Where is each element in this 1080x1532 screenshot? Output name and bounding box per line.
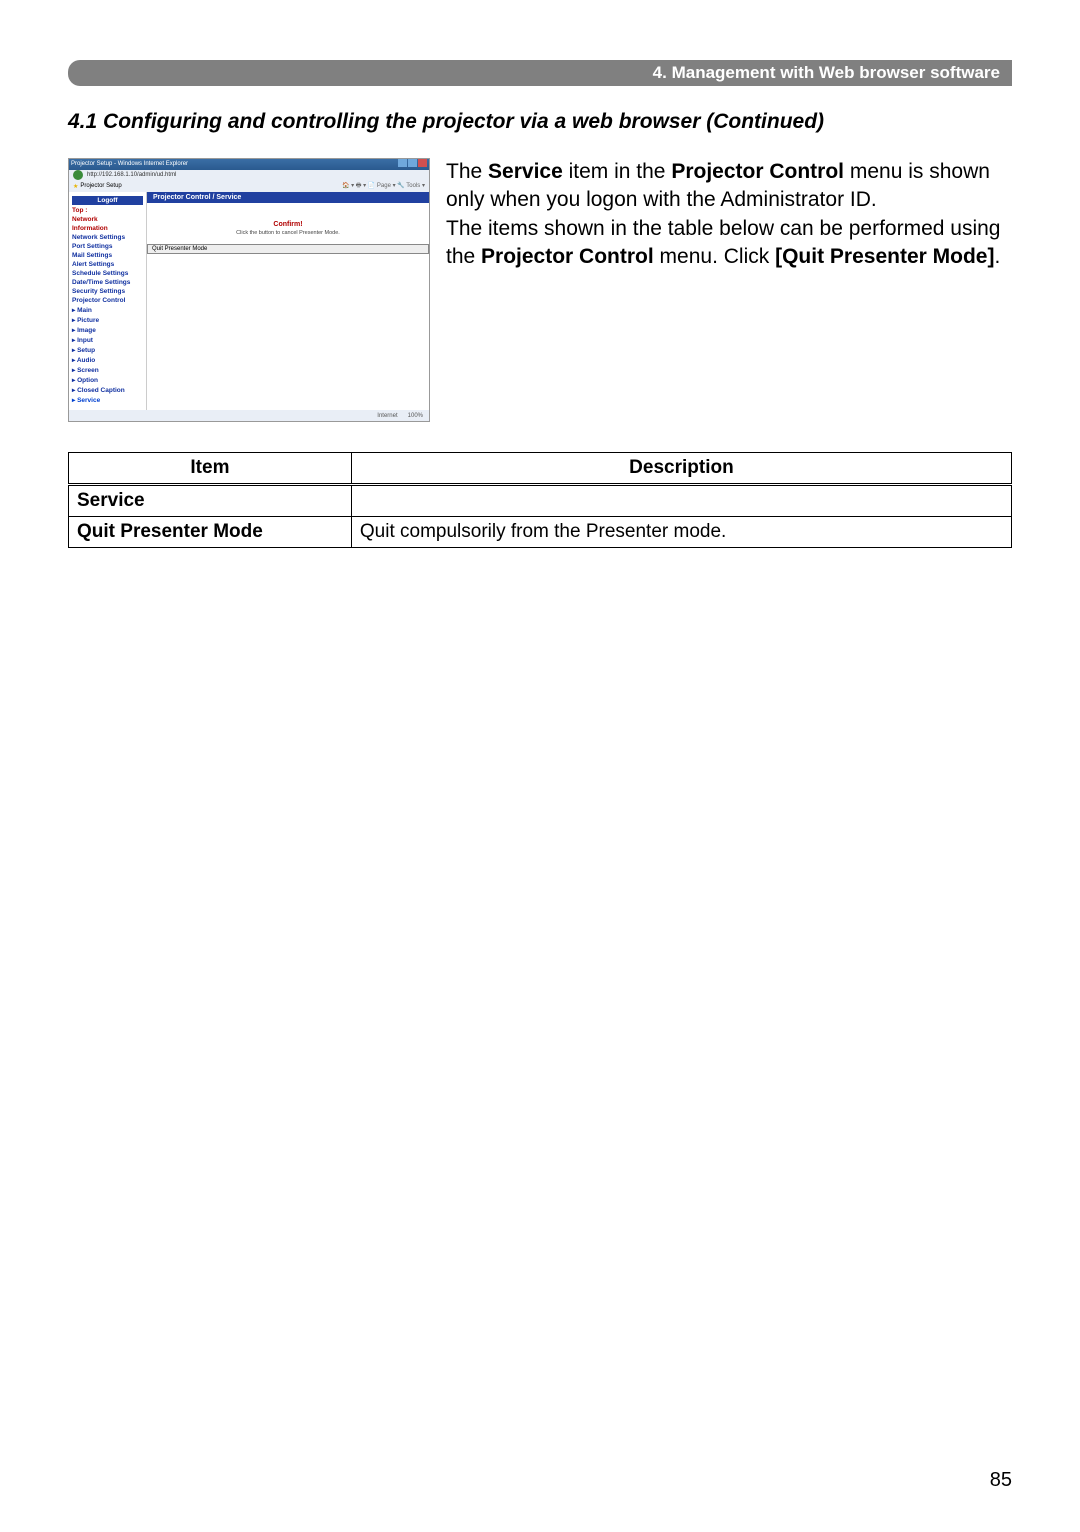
ie-window-title: Projector Setup - Windows Internet Explo… xyxy=(71,161,188,167)
ie-address-bar: http://192.168.1.10/admin/ud.html xyxy=(69,170,429,181)
cell-service: Service xyxy=(69,485,352,517)
logoff-button: Logoff xyxy=(72,196,143,205)
table-header-description: Description xyxy=(351,453,1011,485)
service-table: Item Description Service Quit Presenter … xyxy=(68,452,1012,548)
back-icon xyxy=(73,170,83,180)
sidebar-item: ▸ Screen xyxy=(72,366,143,374)
favorite-icon: ★ xyxy=(73,183,78,190)
sidebar-item: Port Settings xyxy=(72,243,143,250)
sidebar-item: Date/Time Settings xyxy=(72,279,143,286)
sidebar-item: ▸ Main xyxy=(72,306,143,314)
cell-quit-presenter: Quit Presenter Mode xyxy=(69,517,352,548)
bold-projector-control: Projector Control xyxy=(481,245,654,268)
text-span: The xyxy=(446,160,488,183)
sidebar-item: Security Settings xyxy=(72,288,143,295)
chapter-header-text: 4. Management with Web browser software xyxy=(653,63,1000,83)
cell-service-desc xyxy=(351,485,1011,517)
ie-status-bar: Internet 100% xyxy=(69,410,429,421)
sidebar-item: ▸ Closed Caption xyxy=(72,386,143,394)
table-header-item: Item xyxy=(69,453,352,485)
chapter-header-bar: 4. Management with Web browser software xyxy=(68,60,1012,86)
status-internet: Internet xyxy=(377,413,397,419)
sidebar-item: Network xyxy=(72,216,143,223)
ie-window-buttons xyxy=(397,159,427,169)
sidebar-item: ▸ Input xyxy=(72,336,143,344)
sidebar-item: Top : xyxy=(72,207,143,214)
sidebar-item: Projector Control xyxy=(72,297,143,304)
ie-tab-bar: ★ Projector Setup 🏠 ▾ 🖶 ▾ 📄 Page ▾ 🔧 Too… xyxy=(69,180,429,192)
sidebar-item: ▸ Image xyxy=(72,326,143,334)
page-number: 85 xyxy=(990,1469,1012,1492)
status-zoom: 100% xyxy=(408,413,423,419)
table-row: Quit Presenter Mode Quit compulsorily fr… xyxy=(69,517,1012,548)
sidebar-item: ▸ Picture xyxy=(72,316,143,324)
text-span: . xyxy=(994,245,1000,268)
quit-presenter-mode-button: Quit Presenter Mode xyxy=(147,244,429,254)
table-row: Service xyxy=(69,485,1012,517)
projector-sidebar: Logoff Top : Network Information Network… xyxy=(69,192,147,410)
sidebar-item: Schedule Settings xyxy=(72,270,143,277)
cell-quit-presenter-desc: Quit compulsorily from the Presenter mod… xyxy=(351,517,1011,548)
ie-titlebar: Projector Setup - Windows Internet Explo… xyxy=(69,159,429,170)
bold-projector-control: Projector Control xyxy=(671,160,844,183)
panel-heading: Projector Control / Service xyxy=(147,192,429,203)
text-span: item in the xyxy=(563,160,672,183)
sidebar-item: ▸ Audio xyxy=(72,356,143,364)
confirm-subtext: Click the button to cancel Presenter Mod… xyxy=(147,230,429,236)
bold-quit-presenter: [Quit Presenter Mode] xyxy=(775,245,994,268)
ie-toolbar: 🏠 ▾ 🖶 ▾ 📄 Page ▾ 🔧 Tools ▾ xyxy=(342,181,425,191)
text-span: menu. Click xyxy=(654,245,775,268)
section-title: 4.1 Configuring and controlling the proj… xyxy=(68,110,1012,134)
sidebar-item: Network Settings xyxy=(72,234,143,241)
ie-url: http://192.168.1.10/admin/ud.html xyxy=(87,172,176,178)
ie-tab-title: Projector Setup xyxy=(80,183,121,189)
bold-service: Service xyxy=(488,160,563,183)
sidebar-item: Mail Settings xyxy=(72,252,143,259)
projector-main-panel: Projector Control / Service Confirm! Cli… xyxy=(147,192,429,410)
sidebar-item: Alert Settings xyxy=(72,261,143,268)
sidebar-item-service: ▸ Service xyxy=(72,396,143,404)
sidebar-item: ▸ Setup xyxy=(72,346,143,354)
browser-screenshot: Projector Setup - Windows Internet Explo… xyxy=(68,158,430,422)
sidebar-item: ▸ Option xyxy=(72,376,143,384)
sidebar-item: Information xyxy=(72,225,143,232)
body-paragraph: The Service item in the Projector Contro… xyxy=(446,158,1012,422)
confirm-label: Confirm! xyxy=(147,221,429,228)
